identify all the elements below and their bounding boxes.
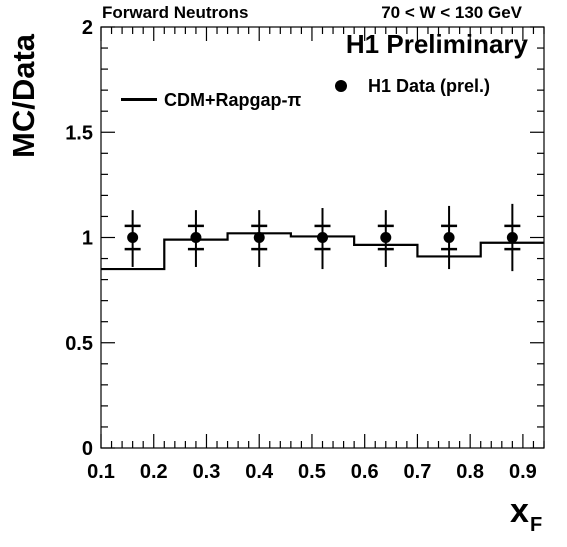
x-tick-label: 0.5 [298, 461, 326, 483]
legend-mc-label: CDM+Rapgap-π [164, 90, 302, 110]
x-tick-label: 0.3 [193, 461, 221, 483]
y-tick-label: 0.5 [65, 333, 93, 355]
x-axis-label: x F [510, 492, 542, 536]
data-point [506, 232, 518, 243]
x-tick-label: 0.1 [87, 461, 115, 483]
y-axis-label: MC/Data [6, 33, 41, 158]
data-series [124, 203, 521, 272]
x-axis-label-subscript: F [530, 514, 542, 536]
legend-data-marker [335, 80, 347, 92]
header-left-label: Forward Neutrons [102, 3, 248, 22]
data-point [443, 232, 455, 243]
x-tick-label: 0.2 [140, 461, 168, 483]
data-point [190, 232, 202, 243]
data-point [380, 232, 392, 243]
y-tick-label: 1 [82, 228, 93, 250]
x-tick-label: 0.7 [404, 461, 432, 483]
preliminary-label: H1 Preliminary [346, 29, 529, 59]
x-axis-label-main: x [510, 492, 529, 530]
y-axis-ticks: 0 0.5 1 1.5 2 [65, 17, 544, 460]
header-right-label: 70 < W < 130 GeV [381, 3, 522, 22]
x-tick-label: 0.9 [509, 461, 537, 483]
x-tick-label: 0.6 [351, 461, 379, 483]
data-point [253, 232, 265, 243]
x-axis-ticks: 0.1 0.2 0.3 0.4 0.5 0.6 0.7 0.8 0.9 [87, 27, 545, 483]
x-tick-label: 0.8 [456, 461, 484, 483]
y-tick-label: 2 [82, 17, 93, 39]
x-tick-label: 0.4 [245, 461, 274, 483]
legend: CDM+Rapgap-π H1 Data (prel.) [121, 76, 490, 110]
y-tick-label: 1.5 [65, 122, 93, 144]
data-point [127, 232, 139, 243]
legend-data-label: H1 Data (prel.) [368, 76, 490, 96]
y-tick-label: 0 [82, 438, 93, 460]
data-point [317, 232, 328, 243]
